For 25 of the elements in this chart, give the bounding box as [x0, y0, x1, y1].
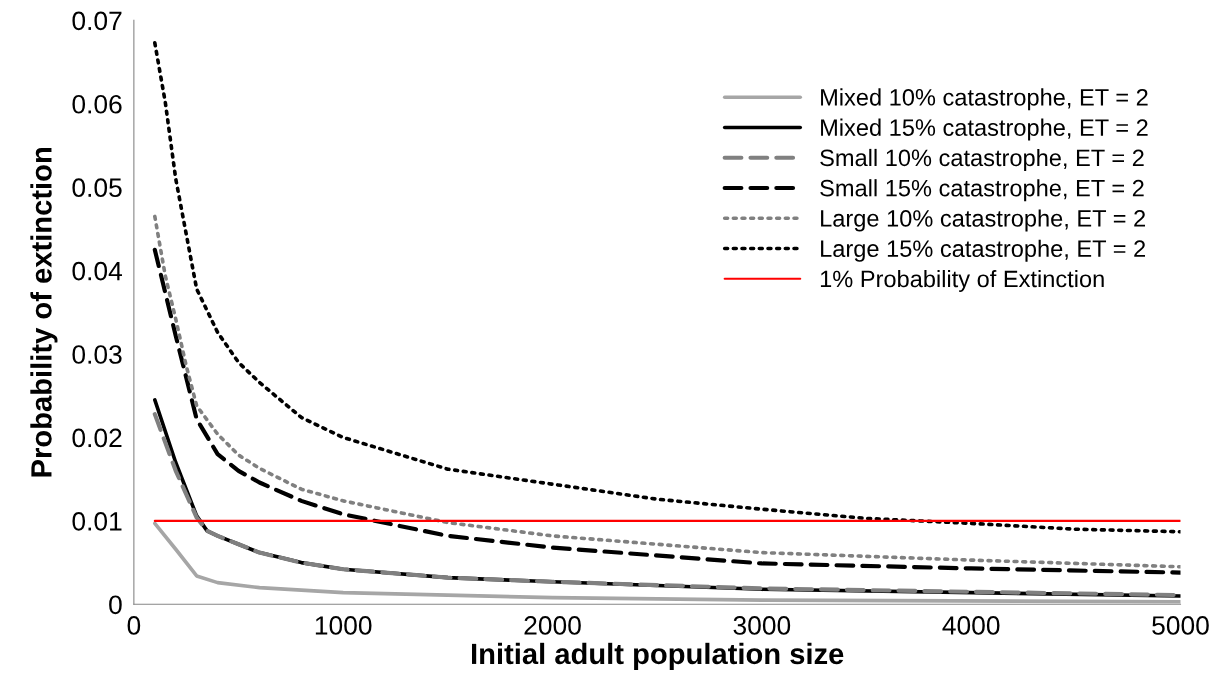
y-tick-label: 0 [109, 595, 122, 615]
x-tick-label: 0 [127, 616, 141, 635]
legend-label: Large 15% catastrophe, ET = 2 [821, 239, 1146, 262]
x-tick-label: 3000 [733, 616, 791, 635]
x-tick-label: 1000 [315, 616, 372, 635]
y-tick-label: 0.04 [72, 261, 122, 281]
x-axis-title: Initial adult population size [471, 642, 844, 670]
line-series [152, 41, 1181, 534]
y-axis-title: Probability of extinction [30, 148, 58, 477]
y-tick-label: 0.01 [72, 512, 122, 531]
legend-label: 1% Probability of Extinction [820, 269, 1104, 292]
legend-label: Mixed 15% catastrophe, ET = 2 [821, 118, 1148, 141]
line-series [152, 521, 1181, 604]
legend-label: Small 15% catastrophe, ET = 2 [820, 179, 1144, 202]
legend-label: Large 10% catastrophe, ET = 2 [821, 209, 1146, 232]
legend-label: Mixed 10% catastrophe, ET = 2 [821, 88, 1148, 111]
y-tick-label: 0.07 [72, 11, 122, 31]
y-tick-label: 0.02 [72, 428, 122, 448]
y-tick-label: 0.05 [72, 178, 122, 198]
x-tick-label: 2000 [524, 616, 581, 635]
x-tick-label: 4000 [942, 616, 1000, 635]
x-tick-label: 5000 [1152, 616, 1209, 635]
y-tick-label: 0.06 [72, 94, 122, 114]
legend-label: Small 10% catastrophe, ET = 2 [820, 148, 1144, 171]
y-tick-label: 0.03 [72, 345, 122, 364]
